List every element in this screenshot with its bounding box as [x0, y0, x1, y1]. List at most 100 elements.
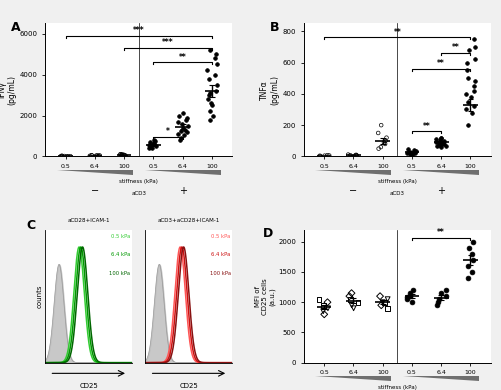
Point: [376, 293, 384, 299]
Polygon shape: [57, 170, 133, 175]
Point: [180, 132, 188, 138]
Point: [325, 152, 333, 159]
Point: [375, 145, 383, 152]
Point: [469, 257, 477, 263]
Point: [468, 251, 476, 257]
Text: C: C: [26, 219, 35, 232]
Point: [352, 152, 360, 158]
Point: [150, 140, 158, 146]
Polygon shape: [403, 376, 479, 381]
Text: **: **: [437, 59, 445, 68]
Text: stiffness (kPa): stiffness (kPa): [378, 385, 417, 390]
Point: [441, 293, 449, 299]
Point: [470, 103, 478, 110]
Point: [410, 147, 418, 153]
Polygon shape: [403, 170, 479, 175]
Point: [211, 55, 219, 61]
Point: [350, 305, 358, 311]
Point: [464, 75, 472, 81]
Point: [406, 290, 414, 296]
Point: [206, 108, 214, 115]
Point: [60, 153, 68, 159]
Text: CD25: CD25: [179, 383, 198, 389]
Point: [380, 139, 388, 145]
Point: [404, 146, 412, 152]
Text: 0.5 kPa: 0.5 kPa: [211, 234, 230, 239]
Point: [93, 152, 101, 159]
Point: [377, 122, 385, 128]
Point: [319, 302, 327, 308]
Text: **: **: [437, 229, 445, 238]
Point: [464, 275, 472, 281]
Point: [463, 99, 471, 105]
Text: 6.4 kPa: 6.4 kPa: [111, 252, 130, 257]
Point: [434, 299, 442, 305]
Point: [119, 151, 127, 158]
Point: [58, 153, 66, 159]
Point: [465, 245, 473, 251]
Point: [176, 137, 184, 143]
Point: [145, 145, 153, 151]
Point: [469, 239, 477, 245]
Polygon shape: [145, 170, 221, 175]
Point: [468, 110, 476, 116]
Text: 6.4 kPa: 6.4 kPa: [211, 252, 230, 257]
Point: [92, 152, 100, 159]
Text: ***: ***: [162, 38, 174, 47]
Point: [121, 152, 129, 159]
Point: [206, 47, 214, 53]
Point: [437, 135, 445, 142]
Text: B: B: [270, 21, 280, 34]
Text: 100 kPa: 100 kPa: [210, 271, 230, 276]
Point: [117, 151, 125, 158]
Y-axis label: IFNγ
(pg/mL): IFNγ (pg/mL): [0, 75, 17, 105]
Point: [149, 141, 157, 147]
Text: *: *: [166, 128, 170, 136]
Point: [463, 122, 471, 128]
Point: [174, 131, 182, 137]
Point: [348, 290, 356, 296]
Point: [149, 137, 157, 143]
Point: [440, 141, 448, 147]
Point: [88, 152, 96, 158]
Point: [183, 114, 191, 121]
Text: aCD3+aCD28+ICAM-1: aCD3+aCD28+ICAM-1: [158, 218, 220, 223]
Point: [439, 140, 447, 146]
Point: [406, 151, 414, 157]
Point: [377, 144, 385, 150]
Point: [319, 308, 327, 314]
Point: [179, 125, 187, 131]
Point: [120, 152, 128, 158]
Point: [183, 129, 191, 135]
Point: [213, 82, 221, 88]
Point: [205, 76, 213, 82]
Point: [406, 293, 414, 299]
Point: [434, 140, 442, 146]
Text: 0.5 kPa: 0.5 kPa: [111, 234, 130, 239]
Text: aCD28+ICAM-1: aCD28+ICAM-1: [68, 218, 110, 223]
Point: [209, 112, 217, 119]
Point: [463, 59, 471, 66]
Point: [406, 149, 414, 155]
Point: [408, 152, 416, 158]
Point: [354, 299, 362, 305]
Text: +: +: [179, 186, 187, 196]
Point: [346, 152, 354, 158]
Text: **: **: [452, 43, 460, 53]
Text: aCD3: aCD3: [390, 191, 405, 196]
Point: [410, 149, 418, 155]
Point: [433, 302, 441, 308]
Point: [382, 135, 390, 141]
Point: [409, 287, 417, 293]
Point: [324, 305, 332, 311]
Point: [470, 88, 478, 94]
Point: [463, 67, 471, 73]
Point: [212, 51, 220, 57]
Point: [315, 296, 323, 302]
Point: [441, 143, 449, 149]
Point: [433, 142, 441, 149]
Text: +: +: [437, 186, 445, 196]
Text: aCD3: aCD3: [131, 191, 146, 196]
Text: 100 kPa: 100 kPa: [110, 271, 130, 276]
Point: [316, 153, 324, 159]
